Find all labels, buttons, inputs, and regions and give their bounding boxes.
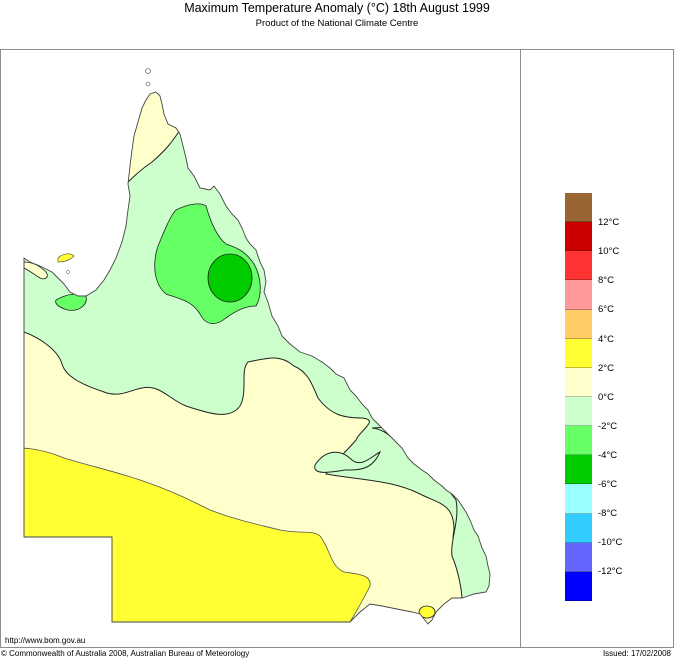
legend-swatch: [565, 193, 592, 223]
legend-label: 12°C: [598, 217, 620, 228]
legend-swatch: [565, 222, 592, 252]
legend-swatch: [565, 280, 592, 310]
legend-swatch: [565, 309, 592, 339]
map-title: Maximum Temperature Anomaly (°C) 18th Au…: [184, 1, 490, 15]
legend-label: 0°C: [598, 392, 614, 403]
legend-swatch: [565, 455, 592, 485]
legend-swatch: [565, 338, 592, 368]
legend-label: -6°C: [598, 479, 618, 490]
legend-label: 6°C: [598, 304, 614, 315]
legend-label: 8°C: [598, 275, 614, 286]
legend-swatch: [565, 396, 592, 427]
legend-label: -4°C: [598, 450, 618, 461]
queensland-anomaly-map: [23, 68, 491, 625]
colour-legend: [565, 193, 592, 601]
legend-label: -12°C: [598, 566, 623, 577]
legend-label: 2°C: [598, 363, 614, 374]
legend-label: -2°C: [598, 421, 618, 432]
map-subtitle: Product of the National Climate Centre: [255, 18, 419, 29]
legend-label: 10°C: [598, 246, 620, 257]
legend-divider: [520, 49, 521, 647]
bom-url-link[interactable]: http://www.bom.gov.au: [5, 636, 86, 645]
legend-label: -10°C: [598, 537, 623, 548]
legend-swatch: [565, 251, 592, 281]
legend-label: 4°C: [598, 334, 614, 345]
legend-swatch: [565, 367, 592, 397]
legend-label: -8°C: [598, 508, 618, 519]
legend-swatch: [565, 426, 592, 456]
legend-swatch: [565, 571, 592, 601]
issued-date: Issued: 17/02/2008: [602, 649, 671, 658]
legend-swatch: [565, 513, 592, 543]
copyright-notice: © Commonwealth of Australia 2008, Austra…: [1, 649, 250, 658]
legend-swatch: [565, 542, 592, 572]
legend-swatch: [565, 484, 592, 514]
